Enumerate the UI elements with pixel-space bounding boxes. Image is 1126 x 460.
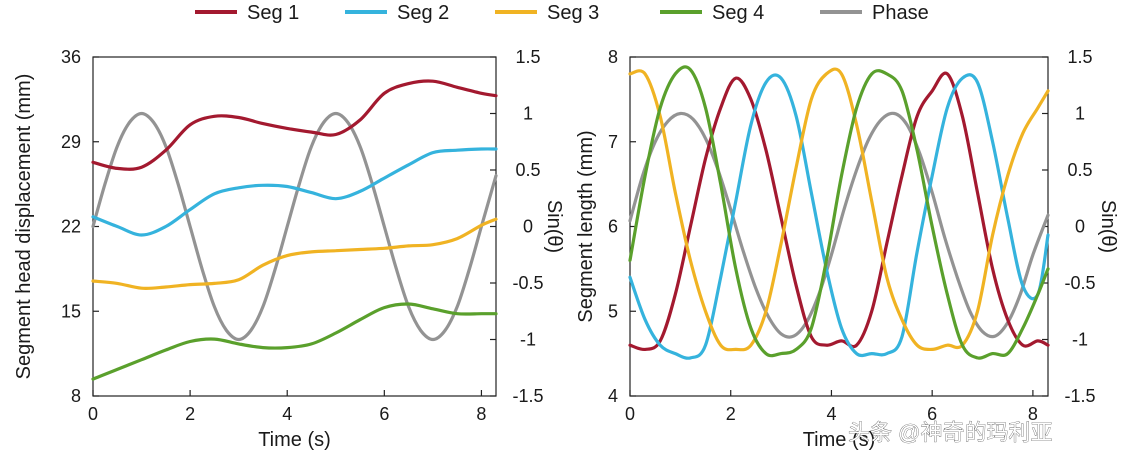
y-tick-label: 6 [608,217,618,237]
series-line-seg-3 [628,67,1050,352]
y2-tick-label: -0.5 [512,273,543,293]
x-tick-label: 6 [927,404,937,424]
legend-label: Seg 1 [247,2,299,24]
y2-tick-label: 1 [1075,104,1085,124]
x-tick-label: 8 [476,404,486,424]
x-tick-label: 0 [88,404,98,424]
x-tick-label: 6 [379,404,389,424]
series-line-seg-4 [91,302,498,381]
y-tick-label: 22 [61,217,81,237]
y2-tick-label: 0 [1075,217,1085,237]
legend-label: Phase [872,2,929,24]
x-tick-label: 0 [625,404,635,424]
y-tick-label: 36 [61,47,81,67]
series-line-seg-4 [628,65,1050,360]
y2-tick-label: -1 [520,330,536,350]
y-tick-label: 8 [71,386,81,406]
legend-item-seg-2: Seg 2 [345,2,449,24]
y-tick-label: 29 [61,132,81,152]
y2-tick-label: 0.5 [515,160,540,180]
x-tick-label: 4 [826,404,836,424]
x-axis-label: Time (s) [803,429,876,451]
legend-label: Seg 2 [397,2,449,24]
y-axis-label: Segment length (mm) [575,130,597,322]
y-tick-label: 5 [608,301,618,321]
y-tick-label: 15 [61,301,81,321]
y2-tick-label: -1.5 [512,386,543,406]
legend-item-seg-1: Seg 1 [195,2,299,24]
y2-axis-label: Sin(θ) [1097,200,1119,253]
series-line-seg-1 [91,79,498,171]
series-line-seg-2 [91,147,498,237]
y2-tick-label: 1 [523,104,533,124]
legend-label: Seg 4 [712,2,764,24]
y2-tick-label: 0 [523,217,533,237]
x-tick-label: 4 [282,404,292,424]
series-line-phase [628,111,1050,339]
x-tick-label: 8 [1028,404,1038,424]
y2-tick-label: 0.5 [1067,160,1092,180]
y-tick-label: 8 [608,47,618,67]
x-axis-label: Time (s) [258,429,331,451]
legend-item-phase: Phase [820,2,929,24]
x-tick-label: 2 [726,404,736,424]
y2-tick-label: -1.5 [1064,386,1095,406]
y2-tick-label: -1 [1072,330,1088,350]
y2-tick-label: 1.5 [1067,47,1092,67]
legend-item-seg-3: Seg 3 [495,2,599,24]
y2-axis-label: Sin(θ) [543,200,565,253]
legend: Seg 1 Seg 2 Seg 3 Seg 4 Phase [195,2,929,24]
left-chart: 0 2 4 6 8 8 15 22 29 36 1.5 1 0.5 0 -0.5 -1 -1.5 Time (s)… [13,47,565,451]
y2-tick-label: 1.5 [515,47,540,67]
x-tick-label: 2 [185,404,195,424]
legend-item-seg-4: Seg 4 [660,2,764,24]
y-tick-label: 4 [608,386,618,406]
right-chart: 0 2 4 6 8 4 5 6 7 8 1.5 1 0.5 0 -0.5 -1 -1.5 Time (s) Segm… [575,47,1119,451]
y2-tick-label: -0.5 [1064,273,1095,293]
legend-label: Seg 3 [547,2,599,24]
plot-frame [92,56,497,397]
watermark-text: 头条 @神奇的玛利亚 [848,420,1052,445]
y-axis-label: Segment head displacement (mm) [13,74,35,380]
series-line-phase [91,111,498,342]
series-line-seg-1 [628,71,1050,352]
y-tick-label: 7 [608,132,618,152]
series-line-seg-3 [91,217,498,290]
series-line-seg-2 [628,73,1050,360]
